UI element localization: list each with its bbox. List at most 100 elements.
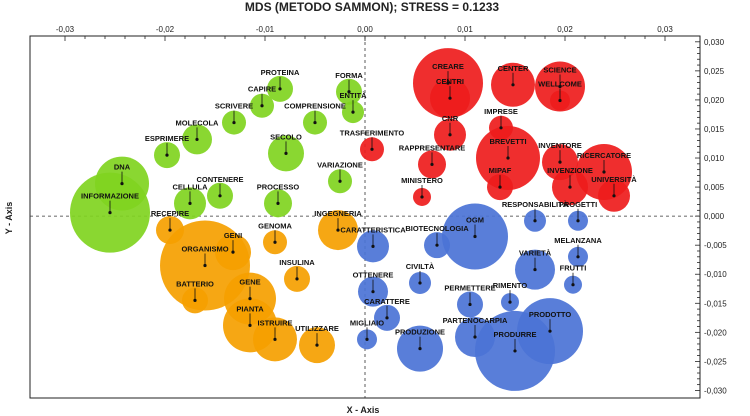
data-point-marker bbox=[576, 219, 580, 223]
data-point-marker bbox=[351, 110, 355, 114]
data-point-marker bbox=[571, 283, 575, 287]
point-label: MIPAF bbox=[489, 166, 512, 175]
point-label: MINISTERO bbox=[401, 176, 443, 185]
point-label: PIANTA bbox=[236, 304, 264, 313]
data-point-marker bbox=[448, 133, 452, 137]
data-point-marker bbox=[385, 316, 389, 320]
data-point-marker bbox=[420, 195, 424, 199]
point-label: OGM bbox=[466, 215, 484, 224]
y-tick-label: 0,025 bbox=[704, 67, 725, 76]
data-point-marker bbox=[418, 347, 422, 351]
data-point-marker bbox=[533, 267, 537, 272]
point-label: CENTRI bbox=[436, 77, 464, 86]
data-point-marker bbox=[558, 84, 562, 89]
x-tick-label: -0,02 bbox=[156, 25, 175, 34]
point-label: INGEGNERIA bbox=[314, 209, 362, 218]
data-point-marker bbox=[506, 156, 510, 160]
x-tick-label: 0,03 bbox=[657, 25, 673, 34]
y-tick-label: 0,020 bbox=[704, 96, 725, 105]
y-tick-label: 0,030 bbox=[704, 38, 725, 47]
point-label: CREARE bbox=[432, 62, 464, 71]
data-point-marker bbox=[347, 90, 351, 94]
data-point-marker bbox=[558, 160, 562, 164]
point-label: COMPRENSIONE bbox=[284, 102, 346, 111]
point-label: BATTERIO bbox=[176, 279, 214, 288]
point-label: ENTITÀ bbox=[339, 91, 367, 100]
point-label: INVENTORE bbox=[538, 141, 582, 150]
data-point-marker bbox=[612, 194, 616, 198]
y-tick-label: 0,000 bbox=[704, 212, 725, 221]
y-tick-label: -0,030 bbox=[704, 386, 727, 395]
point-label: FORMA bbox=[335, 71, 363, 80]
data-point-marker bbox=[284, 151, 288, 155]
data-point-marker bbox=[218, 194, 222, 198]
data-point-marker bbox=[435, 243, 439, 247]
data-point-marker bbox=[193, 298, 197, 302]
point-label: VARIAZIONE bbox=[317, 160, 363, 169]
x-tick-label: 0,02 bbox=[557, 25, 573, 34]
point-label: PARTENOCARPIA bbox=[443, 316, 508, 325]
point-label: FRUTTI bbox=[560, 264, 587, 273]
data-point-marker bbox=[195, 137, 199, 142]
point-label: PROCESSO bbox=[257, 182, 300, 191]
point-label: INSULINA bbox=[279, 258, 315, 267]
point-label: RICERCATORE bbox=[577, 151, 631, 160]
point-label: BREVETTI bbox=[489, 137, 526, 146]
data-point-marker bbox=[371, 290, 375, 294]
point-label: PRODURRE bbox=[494, 330, 537, 339]
point-label: CNR bbox=[442, 114, 459, 123]
point-label: GENOMA bbox=[258, 221, 292, 230]
x-tick-label: 0,01 bbox=[457, 25, 473, 34]
point-label: PROTEINA bbox=[261, 68, 300, 77]
data-point-marker bbox=[108, 211, 112, 215]
point-label: IMPRESE bbox=[484, 107, 518, 116]
data-point-marker bbox=[231, 250, 235, 254]
point-label: MOLECOLA bbox=[176, 118, 219, 127]
data-point-marker bbox=[568, 185, 572, 189]
y-tick-label: 0,015 bbox=[704, 125, 725, 134]
data-point-marker bbox=[260, 104, 264, 108]
data-point-marker bbox=[511, 83, 515, 87]
point-label: TRASFERIMENTO bbox=[340, 128, 405, 137]
data-point-marker bbox=[188, 201, 192, 205]
y-axis-title: Y - Axis bbox=[4, 202, 14, 235]
point-label: CENTER bbox=[498, 64, 529, 73]
data-point-marker bbox=[365, 337, 369, 341]
point-label: SCIENCE bbox=[543, 66, 576, 75]
point-label: INVENZIONE bbox=[547, 166, 593, 175]
data-point-marker bbox=[315, 343, 319, 347]
point-label: CAPIRE bbox=[248, 85, 276, 94]
data-point-marker bbox=[446, 81, 450, 85]
point-label: UNIVERSITÀ bbox=[591, 175, 637, 184]
data-point-marker bbox=[336, 228, 340, 232]
data-point-marker bbox=[338, 179, 342, 183]
y-tick-label: 0,005 bbox=[704, 183, 725, 192]
point-label: MELANZANA bbox=[554, 236, 602, 245]
data-point-marker bbox=[203, 263, 207, 268]
y-tick-label: 0,010 bbox=[704, 154, 725, 163]
point-label: CELLULA bbox=[173, 182, 209, 191]
data-point-marker bbox=[498, 185, 502, 189]
point-label: RECEPIRE bbox=[151, 209, 189, 218]
x-tick-label: -0,03 bbox=[56, 25, 75, 34]
data-point-marker bbox=[513, 349, 517, 353]
x-tick-label: -0,01 bbox=[256, 25, 275, 34]
point-label: RAPPRESENTARE bbox=[399, 143, 466, 152]
data-point-marker bbox=[276, 201, 280, 205]
labels-layer: CREARE CENTRI CENTER SCIENCE WELLCOME IMPRESE… bbox=[81, 62, 637, 353]
data-point-marker bbox=[602, 170, 606, 174]
point-label: BIOTECNOLOGIA bbox=[405, 224, 469, 233]
data-point-marker bbox=[533, 219, 537, 223]
point-label: GENI bbox=[224, 231, 242, 240]
data-point-marker bbox=[473, 234, 477, 239]
data-point-marker bbox=[165, 153, 169, 157]
point-label: SECOLO bbox=[270, 132, 302, 141]
point-label: RIMENTO bbox=[493, 281, 528, 290]
data-point-marker bbox=[273, 240, 277, 244]
point-label: PRODUZIONE bbox=[395, 328, 445, 337]
data-point-marker bbox=[473, 335, 477, 339]
data-point-marker bbox=[248, 323, 252, 327]
point-label: SCRIVERE bbox=[215, 102, 253, 111]
point-label: CARATTERE bbox=[364, 297, 410, 306]
